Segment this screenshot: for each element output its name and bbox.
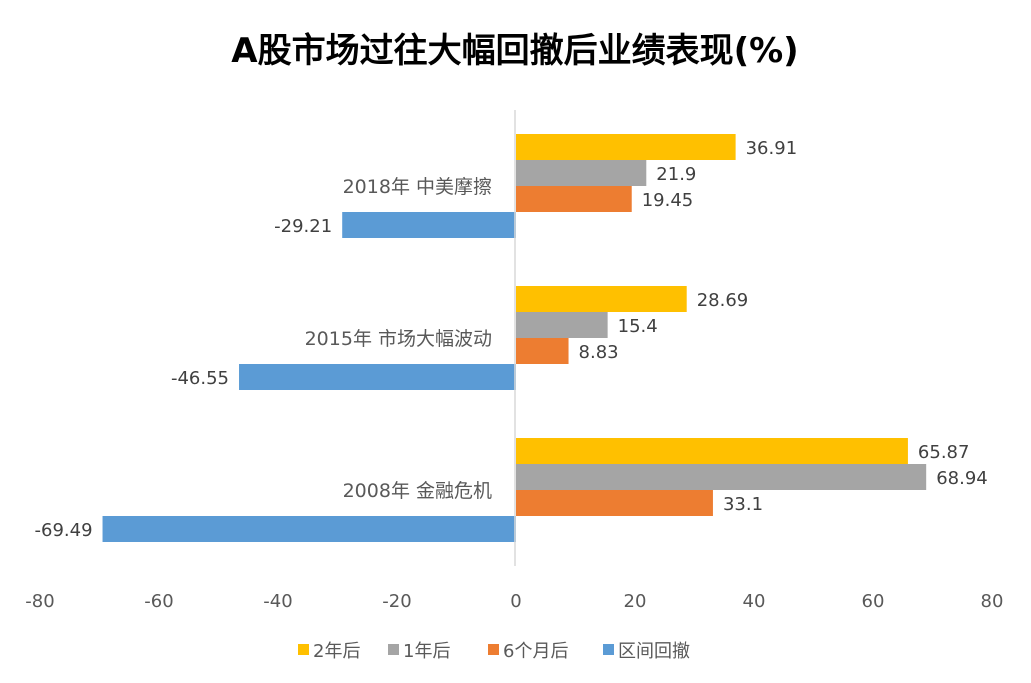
legend-label: 1年后 (403, 641, 450, 662)
x-tick-label: -60 (144, 591, 173, 612)
legend-item: 区间回撤 (603, 641, 690, 662)
bar (516, 464, 927, 490)
x-tick-label: -40 (263, 591, 292, 612)
bar (516, 160, 647, 186)
bar (516, 490, 713, 516)
data-label: 8.83 (579, 342, 619, 363)
legend-label: 区间回撤 (618, 641, 690, 662)
x-tick-label: -20 (382, 591, 411, 612)
data-label: -46.55 (171, 368, 229, 389)
data-label: 19.45 (642, 190, 694, 211)
x-tick-label: -80 (25, 591, 54, 612)
bar (516, 286, 687, 312)
chart-title: A股市场过往大幅回撤后业绩表现(%) (231, 31, 798, 71)
x-tick-label: 80 (981, 591, 1004, 612)
legend-item: 6个月后 (488, 641, 568, 662)
legend-swatch (298, 644, 309, 655)
bar (516, 338, 569, 364)
legend-item: 1年后 (388, 641, 450, 662)
data-label: 21.9 (656, 164, 696, 185)
x-tick-label: 20 (624, 591, 647, 612)
legend-swatch (388, 644, 399, 655)
legend-swatch (603, 644, 614, 655)
bar (516, 438, 908, 464)
data-label: 15.4 (618, 316, 658, 337)
data-label: 68.94 (936, 468, 988, 489)
legend-label: 6个月后 (503, 641, 568, 662)
x-tick-label: 60 (862, 591, 885, 612)
data-label: 28.69 (697, 290, 749, 311)
category-label: 2018年 中美摩擦 (343, 176, 492, 198)
data-label: 36.91 (746, 138, 798, 159)
category-label: 2015年 市场大幅波动 (305, 328, 492, 350)
x-tick-label: 40 (743, 591, 766, 612)
bar (516, 186, 632, 212)
data-label: -69.49 (35, 520, 93, 541)
x-tick-label: 0 (510, 591, 521, 612)
legend-label: 2年后 (313, 641, 360, 662)
bar (342, 212, 516, 238)
data-label: 65.87 (918, 442, 970, 463)
bar (239, 364, 516, 390)
bar (516, 312, 608, 338)
category-label: 2008年 金融危机 (343, 480, 492, 502)
legend-item: 2年后 (298, 641, 360, 662)
bar (102, 516, 517, 542)
bar (516, 134, 736, 160)
legend-swatch (488, 644, 499, 655)
data-label: -29.21 (274, 216, 332, 237)
data-label: 33.1 (723, 494, 763, 515)
